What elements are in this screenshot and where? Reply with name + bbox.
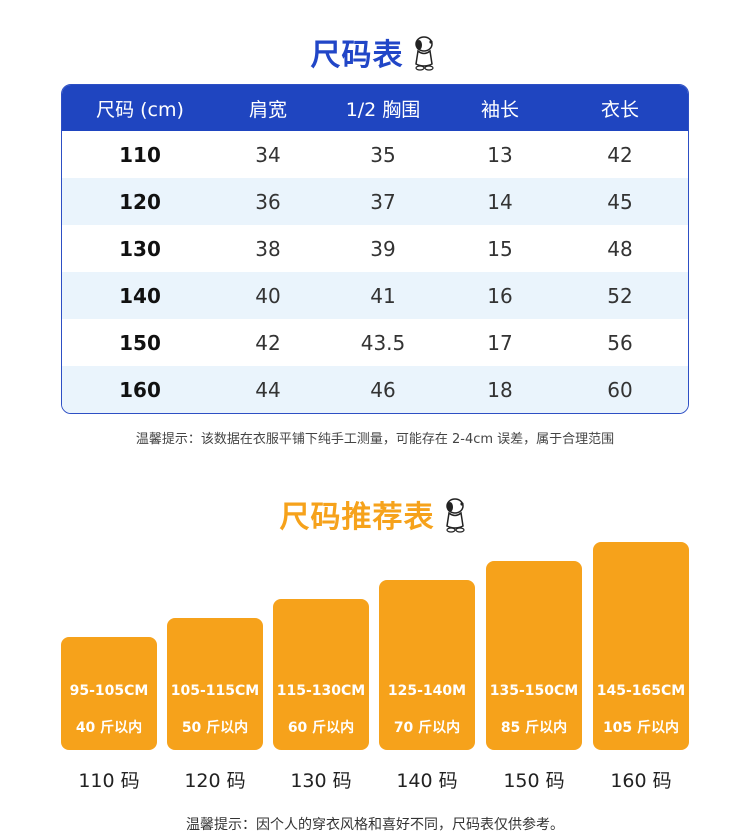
bar-weight-limit: 70 斤以内 [393,720,461,736]
cell-sleeve: 18 [487,377,513,402]
header-shoulder: 肩宽 [248,98,287,121]
table-row: 160 44 46 18 60 [62,366,688,413]
size-table-header: 尺码 (cm) 肩宽 1/2 胸围 袖长 衣长 [62,85,688,131]
cell-shoulder: 34 [255,142,281,167]
recommend-note: 温馨提示：因个人的穿衣风格和喜好不同，尺码表仅供参考。 [186,817,564,833]
bar-weight-limit: 50 斤以内 [181,720,249,736]
bar-weight-limit: 105 斤以内 [602,720,680,736]
recommend-size-label: 160 码 [610,770,672,792]
cell-shoulder: 42 [255,330,281,355]
cell-sleeve: 13 [487,142,513,167]
cell-length: 56 [607,330,633,355]
recommend-size-label: 140 码 [396,770,458,792]
snoopy-icon [414,36,434,71]
table-row: 150 42 43.5 17 56 [62,319,688,366]
cell-chest: 46 [370,377,396,402]
recommend-title-row: 尺码推荐表 [0,488,750,540]
cell-chest: 43.5 [360,330,406,355]
cell-size: 150 [119,330,161,355]
bar-height-range: 135-150CM [489,683,579,699]
cell-length: 45 [607,189,633,214]
recommend-size-label: 120 码 [184,770,246,792]
cell-length: 48 [607,236,633,261]
cell-size: 160 [119,377,161,402]
bar-height-range: 125-140M [387,683,467,699]
cell-size: 110 [119,142,161,167]
bar-weight-limit: 60 斤以内 [287,720,355,736]
bar-height-range: 145-165CM [596,683,686,699]
recommend-bar-150: 135-150CM 85 斤以内 [486,561,582,750]
cell-chest: 41 [370,283,396,308]
cell-size: 120 [119,189,161,214]
size-table-title: 尺码表 [310,38,404,73]
table-row: 120 36 37 14 45 [62,178,688,225]
recommend-bar-120: 105-115CM 50 斤以内 [167,618,263,750]
cell-shoulder: 44 [255,377,281,402]
recommend-bar-140: 125-140M 70 斤以内 [379,580,475,750]
header-chest: 1/2 胸围 [345,98,421,121]
recommend-size-label: 130 码 [290,770,352,792]
bar-height-range: 105-115CM [170,683,260,699]
cell-shoulder: 36 [255,189,281,214]
bar-weight-limit: 85 斤以内 [500,720,568,736]
cell-chest: 37 [370,189,396,214]
cell-chest: 39 [370,236,396,261]
cell-sleeve: 16 [487,283,513,308]
cell-sleeve: 17 [487,330,513,355]
size-table: 尺码 (cm) 肩宽 1/2 胸围 袖长 衣长 110 34 35 13 42 … [61,84,689,414]
cell-shoulder: 40 [255,283,281,308]
recommend-bar-110: 95-105CM 40 斤以内 [61,637,157,750]
recommend-bar-160: 145-165CM 105 斤以内 [593,542,689,750]
bar-height-range: 95-105CM [69,683,149,699]
header-size: 尺码 (cm) [96,98,184,121]
recommend-size-label: 150 码 [503,770,565,792]
cell-size: 140 [119,283,161,308]
cell-size: 130 [119,236,161,261]
bar-weight-limit: 40 斤以内 [75,720,143,736]
recommend-size-label: 110 码 [78,770,140,792]
header-length: 衣长 [600,98,639,121]
measurement-note: 温馨提示：该数据在衣服平铺下纯手工测量，可能存在 2-4cm 误差，属于合理范围 [135,432,615,447]
recommend-title: 尺码推荐表 [279,500,435,535]
snoopy-icon [445,498,465,533]
cell-chest: 35 [370,142,396,167]
cell-shoulder: 38 [255,236,281,261]
bar-height-range: 115-130CM [276,683,366,699]
cell-sleeve: 14 [487,189,513,214]
cell-sleeve: 15 [487,236,513,261]
recommend-bar-130: 115-130CM 60 斤以内 [273,599,369,750]
header-sleeve: 袖长 [480,98,519,121]
table-row: 140 40 41 16 52 [62,272,688,319]
cell-length: 52 [607,283,633,308]
table-row: 130 38 39 15 48 [62,225,688,272]
cell-length: 60 [607,377,633,402]
table-row: 110 34 35 13 42 [62,131,688,178]
cell-length: 42 [607,142,633,167]
size-table-title-row: 尺码表 [0,28,750,76]
